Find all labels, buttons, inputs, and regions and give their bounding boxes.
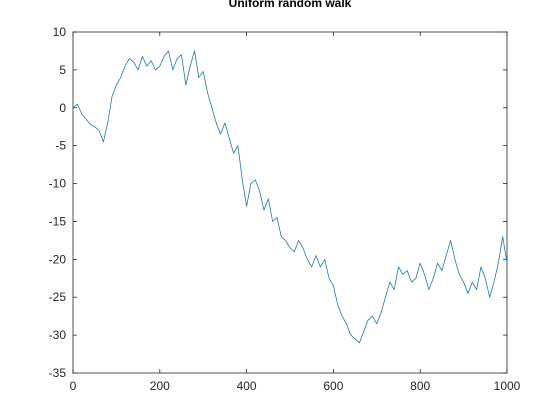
y-tick-label: -15: [49, 214, 67, 228]
y-tick-label: -20: [49, 252, 67, 266]
chart-title: Uniform random walk: [229, 0, 352, 10]
x-tick-label: 0: [70, 379, 77, 393]
tick-labels: 0 200 400 600 800 1000 10 5 0 -5 -10 -15 -20 -25 -30 -3…: [49, 25, 521, 393]
x-tick-label: 1000: [494, 379, 521, 393]
x-tick-label: 600: [323, 379, 343, 393]
x-tick-label: 400: [237, 379, 257, 393]
y-tick-label: -25: [49, 290, 67, 304]
y-tick-label: -5: [55, 139, 66, 153]
plot-area: [72, 31, 508, 374]
series-line: [72, 50, 508, 344]
y-tick-label: -10: [49, 177, 67, 191]
y-tick-label: 0: [59, 101, 66, 115]
x-tick-label: 200: [150, 379, 170, 393]
y-tick-label: -35: [49, 366, 67, 380]
axis-ticks: [72, 31, 508, 374]
y-tick-label: 5: [59, 63, 66, 77]
y-tick-label: -30: [49, 328, 67, 342]
x-tick-label: 800: [410, 379, 430, 393]
y-tick-label: 10: [53, 25, 67, 39]
